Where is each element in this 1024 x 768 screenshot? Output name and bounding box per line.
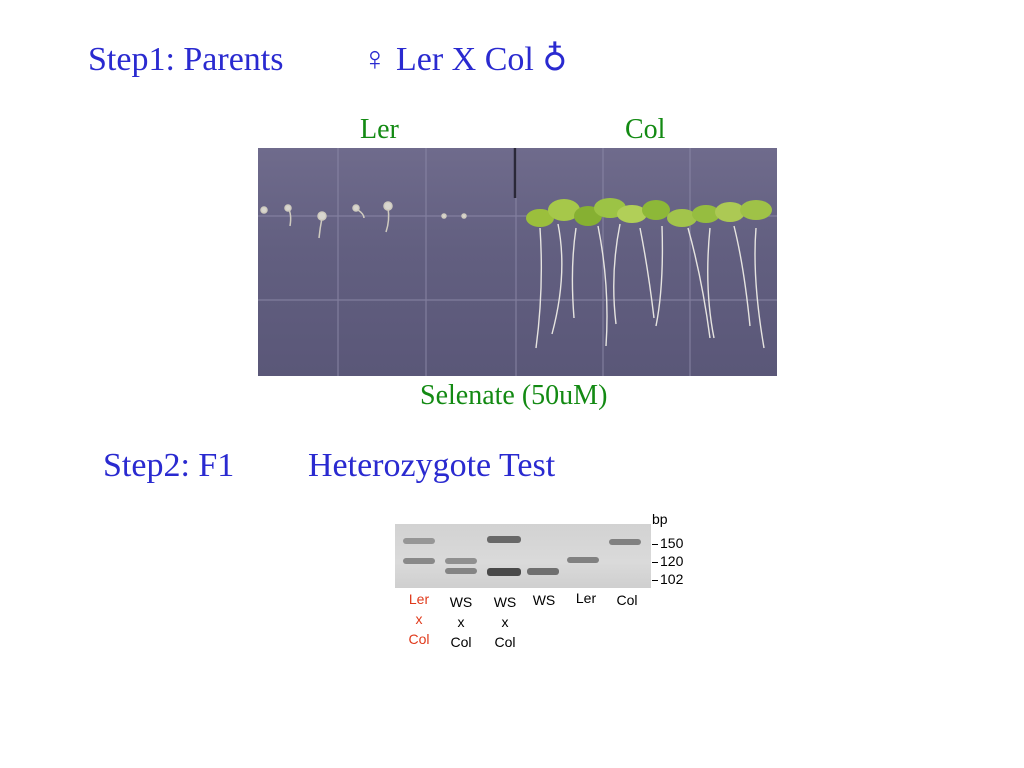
lane-label-ws-x-col-1: WS x Col <box>442 592 480 652</box>
step2-subtitle: Heterozygote Test <box>308 447 556 484</box>
photo-label-ler: Ler <box>360 114 399 145</box>
gel-image <box>395 524 651 588</box>
lane-label-ws: WS <box>525 590 563 610</box>
seedling-photo-illustration <box>258 148 777 376</box>
marker-102-text: 102 <box>660 571 684 587</box>
lane-3-line-1: WS <box>493 594 517 610</box>
lane-1-line-3: Col <box>408 631 430 647</box>
lane-1-line-2: x <box>415 611 423 627</box>
step2-title: Step2: F1 <box>103 447 235 484</box>
marker-120-text: 120 <box>660 553 684 569</box>
photo-caption: Selenate (50uM) <box>420 380 608 411</box>
seedling-photo <box>258 148 777 376</box>
step1-title: Step1: Parents <box>88 41 284 78</box>
lane-label-col: Col <box>608 590 646 610</box>
marker-150: 150 <box>652 536 683 550</box>
lane-3-line-2: x <box>501 614 509 630</box>
marker-120: 120 <box>652 554 683 568</box>
step1-cross-text: ♀ Ler X Col ♁ <box>362 41 568 78</box>
lane-2-line-3: Col <box>450 634 472 650</box>
lane-2-line-2: x <box>457 614 465 630</box>
lane-6-line-1: Col <box>616 592 638 608</box>
lane-4-line-1: WS <box>532 592 556 608</box>
gel-unit-label: bp <box>652 511 668 527</box>
lane-1-line-1: Ler <box>408 591 430 607</box>
lane-label-ler-x-col: Ler x Col <box>400 589 438 649</box>
lane-label-ler: Ler <box>567 588 605 608</box>
lane-2-line-1: WS <box>449 594 473 610</box>
gel-bands <box>403 536 641 576</box>
lane-3-line-3: Col <box>494 634 516 650</box>
marker-150-text: 150 <box>660 535 684 551</box>
marker-102: 102 <box>652 572 683 586</box>
lane-label-ws-x-col-2: WS x Col <box>486 592 524 652</box>
lane-5-line-1: Ler <box>575 590 597 606</box>
photo-label-col: Col <box>625 114 666 145</box>
